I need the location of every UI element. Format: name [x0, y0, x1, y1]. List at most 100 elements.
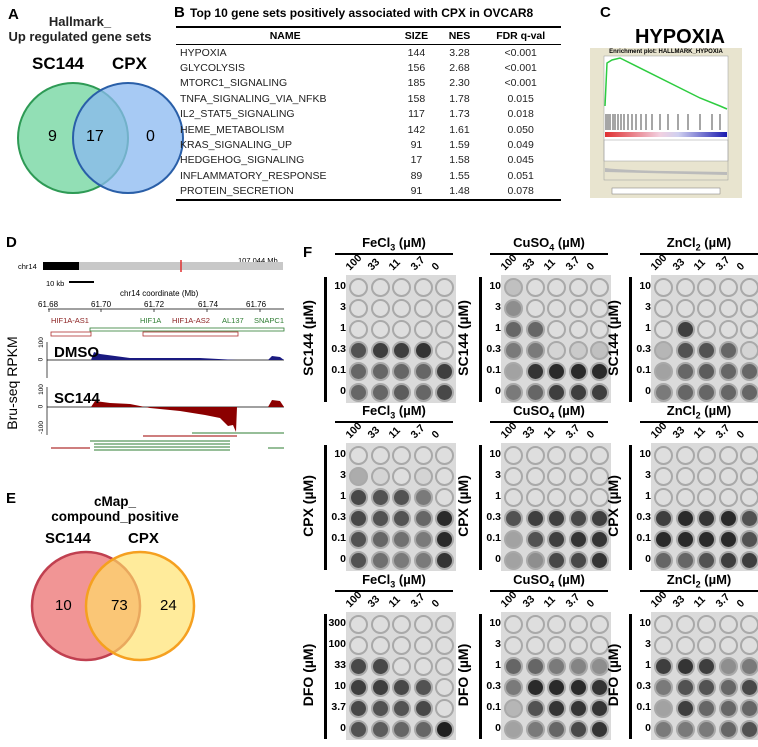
table-cell: 144 — [407, 46, 426, 59]
colony-well — [504, 446, 523, 465]
colony-well — [413, 320, 433, 339]
colony-well — [392, 320, 411, 339]
metal-subscript: 2 — [695, 579, 701, 590]
table-cell: 1.78 — [449, 92, 470, 105]
colony-well — [525, 278, 545, 297]
colony-well — [525, 299, 545, 318]
colony-well — [675, 278, 695, 297]
plate-block: FeCl3 (µM) 100 33 11 3.7 0 CPX (µM) 10 3 1 0.3 0.1 0 — [300, 403, 456, 578]
colony-well — [718, 341, 738, 360]
dose-label: 0 — [340, 553, 346, 565]
colony-well — [697, 320, 716, 339]
colony-well — [504, 615, 523, 634]
concentration-label: 33 — [670, 593, 687, 610]
table-cell: 2.68 — [449, 62, 470, 75]
table-cell: <0.001 — [504, 62, 537, 75]
dose-label: 1 — [645, 490, 651, 502]
dose-label: 0.3 — [486, 680, 501, 692]
dose-label: 3 — [495, 469, 501, 481]
panel-a-title: Hallmark_ Up regulated gene sets — [0, 14, 160, 44]
dose-label: 10 — [489, 617, 501, 629]
colony-well — [547, 362, 566, 381]
colony-well — [349, 530, 368, 549]
venn-e-set2-label: CPX — [128, 530, 159, 547]
colony-well — [675, 636, 695, 655]
concentration-label: 33 — [670, 256, 687, 273]
colony-well — [349, 699, 368, 718]
dose-label: 0.1 — [636, 701, 651, 713]
colony-well — [392, 362, 411, 381]
metal-header: ZnCl2 (µM) — [640, 572, 758, 590]
venn-a-only2: 0 — [146, 128, 155, 145]
colony-well — [675, 699, 695, 718]
colony-well — [392, 615, 411, 634]
colony-well — [568, 530, 588, 549]
colony-well — [547, 615, 566, 634]
colony-well — [349, 320, 368, 339]
colony-well — [525, 341, 545, 360]
concentration-label: 11 — [386, 593, 403, 610]
colony-well — [392, 446, 411, 465]
table-cell: 1.73 — [449, 108, 470, 121]
colony-well — [413, 446, 433, 465]
table-row: MTORC1_SIGNALING 185 2.30 <0.001 — [176, 76, 561, 91]
colony-well — [654, 530, 673, 549]
colony-well — [504, 509, 523, 528]
table-cell: 1.61 — [449, 123, 470, 136]
colony-well — [547, 720, 566, 739]
colony-well — [654, 657, 673, 676]
concentration-label: 33 — [520, 593, 537, 610]
dose-label: 100 — [328, 638, 346, 650]
colony-well — [413, 362, 433, 381]
colony-well — [697, 657, 716, 676]
colony-well — [654, 488, 673, 507]
table-cell: 0.049 — [507, 138, 534, 151]
concentration-label: 33 — [520, 256, 537, 273]
colony-well — [525, 383, 545, 402]
colony-well — [568, 488, 588, 507]
colony-well — [504, 699, 523, 718]
panel-a-title-line2: Up regulated gene sets — [8, 29, 152, 44]
dose-label: 0.3 — [636, 680, 651, 692]
colony-well — [435, 383, 454, 402]
colony-well — [349, 383, 368, 402]
colony-well — [435, 299, 454, 318]
concentration-label: 100 — [343, 252, 365, 273]
axis-bar — [324, 277, 327, 402]
colony-well — [547, 551, 566, 570]
panel-e-title: cMap_ compound_positive — [20, 494, 210, 524]
metal-header: FeCl3 (µM) — [335, 235, 453, 253]
colony-well — [435, 699, 454, 718]
venn-e-circle-cpx — [84, 550, 196, 662]
table-cell: 1.58 — [449, 154, 470, 167]
colony-well — [697, 615, 716, 634]
colony-well — [392, 278, 411, 297]
colony-well — [697, 636, 716, 655]
metal-name: FeCl — [362, 572, 391, 587]
axis-bar — [629, 445, 632, 570]
colony-well — [718, 278, 738, 297]
colony-well — [392, 720, 411, 739]
colony-well — [392, 509, 411, 528]
colony-well — [413, 341, 433, 360]
colony-well — [370, 657, 390, 676]
plate-block: ZnCl2 (µM) 100 33 11 3.7 0 DFO (µM) 10 3 1 0.3 0.1 0 — [605, 572, 758, 747]
colony-well — [568, 362, 588, 381]
metal-subscript: 2 — [695, 242, 701, 253]
dose-label: 1 — [495, 659, 501, 671]
dose-label: 3 — [495, 301, 501, 313]
track-label-dmso: DMSO — [54, 344, 99, 361]
dose-label: 0 — [340, 722, 346, 734]
colony-well — [654, 615, 673, 634]
colony-well — [349, 362, 368, 381]
colony-well — [349, 720, 368, 739]
drug-axis-label: CPX (µM) — [605, 475, 621, 537]
colony-well — [654, 509, 673, 528]
concentration-label: 11 — [541, 424, 558, 441]
table-cell: 0.050 — [507, 123, 534, 136]
table-cell: 0.078 — [507, 185, 534, 198]
gene-hif1a-as1: HIF1A-AS1 — [51, 316, 89, 325]
colony-well — [547, 488, 566, 507]
colony-well — [654, 678, 673, 697]
colony-well — [435, 341, 454, 360]
